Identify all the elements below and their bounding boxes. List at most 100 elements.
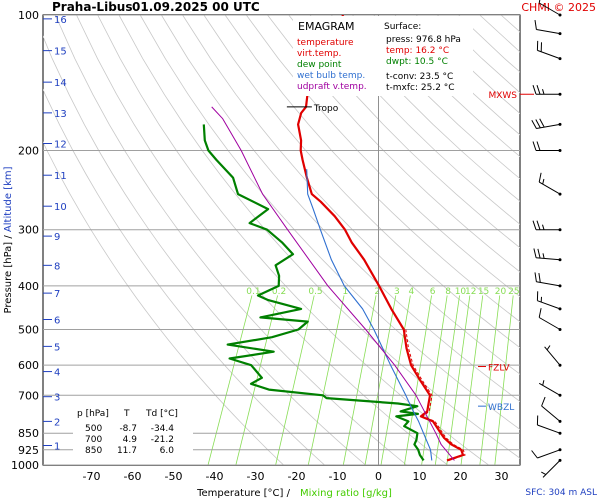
wind-barb-dot xyxy=(558,92,562,96)
mixing-ratio-label: 20 xyxy=(495,287,507,297)
table-cell: 850 xyxy=(85,446,102,456)
wind-barb-dot xyxy=(558,57,562,61)
temperature-tick-label: -70 xyxy=(83,470,101,483)
dewpoint-line xyxy=(202,124,425,462)
mixing-ratio-label: 2 xyxy=(374,287,380,297)
wind-barb xyxy=(534,20,561,35)
pressure-tick-label: 700 xyxy=(18,389,39,402)
wind-barb xyxy=(544,345,561,366)
mixing-ratio-line xyxy=(307,295,345,465)
altitude-tick-label: 14 xyxy=(54,78,67,89)
wind-barb xyxy=(538,0,561,16)
wind-barb xyxy=(541,460,561,478)
updraft-line xyxy=(211,106,455,461)
wind-barb-dot xyxy=(558,32,562,36)
dry-adiabat xyxy=(161,15,520,402)
table-cell: -8.7 xyxy=(119,424,137,434)
mixing-ratio-label: 6 xyxy=(430,287,436,297)
wind-barb xyxy=(532,141,560,151)
altitude-tick-label: 12 xyxy=(54,140,67,151)
legend: EMAGRAM temperature virt.temp. dew point… xyxy=(293,16,381,96)
wind-barb-dot xyxy=(558,192,562,196)
wind-barb xyxy=(534,272,561,287)
wind-barb-dot xyxy=(558,122,562,126)
temperature-tick-label: -20 xyxy=(288,470,306,483)
wind-barb-dot xyxy=(558,431,562,435)
wind-barb-dot xyxy=(558,419,562,423)
pressure-tick-label: 300 xyxy=(18,224,39,237)
wind-barb xyxy=(531,118,561,129)
y-axis-title: Pressure [hPa] / Altitude [km] xyxy=(3,166,14,313)
surface-info: Surface: press: 976.8 hPa temp: 16.2 °C … xyxy=(381,16,473,96)
table-cell: 700 xyxy=(85,435,102,445)
mixing-ratio-line xyxy=(446,295,471,465)
pressure-tick-label: 100 xyxy=(18,9,39,22)
wbzl-label: WBZL xyxy=(488,403,514,413)
altitude-tick-label: 16 xyxy=(54,15,67,26)
dry-adiabat xyxy=(543,15,600,465)
table-header-t: T xyxy=(123,409,130,419)
surface-press: press: 976.8 hPa xyxy=(386,35,461,45)
altitude-tick-label: 15 xyxy=(54,47,67,58)
dry-adiabat xyxy=(288,15,520,249)
mixing-ratio-line xyxy=(364,295,397,465)
altitude-tick-label: 5 xyxy=(54,342,60,353)
temperature-tick-label: -50 xyxy=(165,470,183,483)
altitude-tick-label: 1 xyxy=(54,441,60,452)
mxws-label: MXWS xyxy=(488,91,517,101)
temperature-tick-label: -60 xyxy=(124,470,142,483)
wind-barb xyxy=(536,40,561,60)
dry-adiabat xyxy=(203,15,520,349)
x-axis-title: Temperature [°C] / xyxy=(196,488,290,499)
legend-item-virt-temp: virt.temp. xyxy=(297,49,341,59)
wind-barb xyxy=(533,248,561,261)
altitude-tick-label: 7 xyxy=(54,289,60,300)
altitude-tick-label: 10 xyxy=(54,202,67,213)
altitude-tick-label: 6 xyxy=(54,316,60,327)
legend-item-temperature: temperature xyxy=(297,38,354,48)
wind-barb-dot xyxy=(558,363,562,367)
mixing-ratio-line xyxy=(207,295,253,465)
wind-barb-dot xyxy=(558,228,562,232)
credit: CHMI © 2025 xyxy=(521,1,596,14)
pressure-tick-label: 500 xyxy=(18,324,39,337)
mixing-ratio-label: 1 xyxy=(342,287,348,297)
x-axis-title-mixing: Mixing ratio [g/kg] xyxy=(300,488,392,499)
wind-barb xyxy=(536,415,561,434)
table-header-p: p [hPa] xyxy=(77,409,109,419)
mixing-ratio-line xyxy=(403,295,432,465)
altitude-tick-label: 9 xyxy=(54,232,60,243)
legend-item-wet-bulb: wet bulb temp. xyxy=(297,71,365,81)
table-cell: 500 xyxy=(85,424,102,434)
datetime-title: 01.09.2025 00 UTC xyxy=(132,0,260,14)
temperature-tick-label: 0 xyxy=(375,470,382,483)
mixing-ratio-label: 25 xyxy=(508,287,519,297)
pressure-tick-label: 850 xyxy=(18,427,39,440)
wind-barb-dot xyxy=(558,448,562,452)
pressure-tick-label: 600 xyxy=(18,359,39,372)
table-cell: -21.2 xyxy=(151,435,174,445)
temperature-line xyxy=(297,15,465,462)
station-title: Praha-Libus xyxy=(52,0,132,14)
wetbulb-line xyxy=(306,169,433,461)
table-header-td: Td [°C] xyxy=(145,409,178,419)
wind-barb-dot xyxy=(558,328,562,331)
wind-barb xyxy=(531,449,561,459)
pressure-tick-label: 1000 xyxy=(11,459,39,472)
altitude-tick-label: 8 xyxy=(54,261,60,272)
mixing-ratio-line xyxy=(434,295,460,465)
level-table: p [hPa] T Td [°C] 500 -8.7 -34.4 700 4.9… xyxy=(73,403,193,456)
surface-tconv: t-conv: 23.5 °C xyxy=(386,72,453,82)
temperature-tick-label: 10 xyxy=(413,470,427,483)
mixing-ratio-label: 0.2 xyxy=(272,287,286,297)
wind-barb-dot xyxy=(558,284,562,288)
mixing-ratio-label: 15 xyxy=(478,287,489,297)
tropopause-label: Tropo xyxy=(313,104,339,114)
mixing-ratio-line xyxy=(275,295,315,465)
temperature-tick-label: 20 xyxy=(454,470,468,483)
dry-adiabat xyxy=(182,15,520,375)
mixing-ratio-line xyxy=(494,295,514,465)
sfc-label: SFC: 304 m ASL xyxy=(525,488,597,498)
mixing-ratio-label: 12 xyxy=(465,287,476,297)
